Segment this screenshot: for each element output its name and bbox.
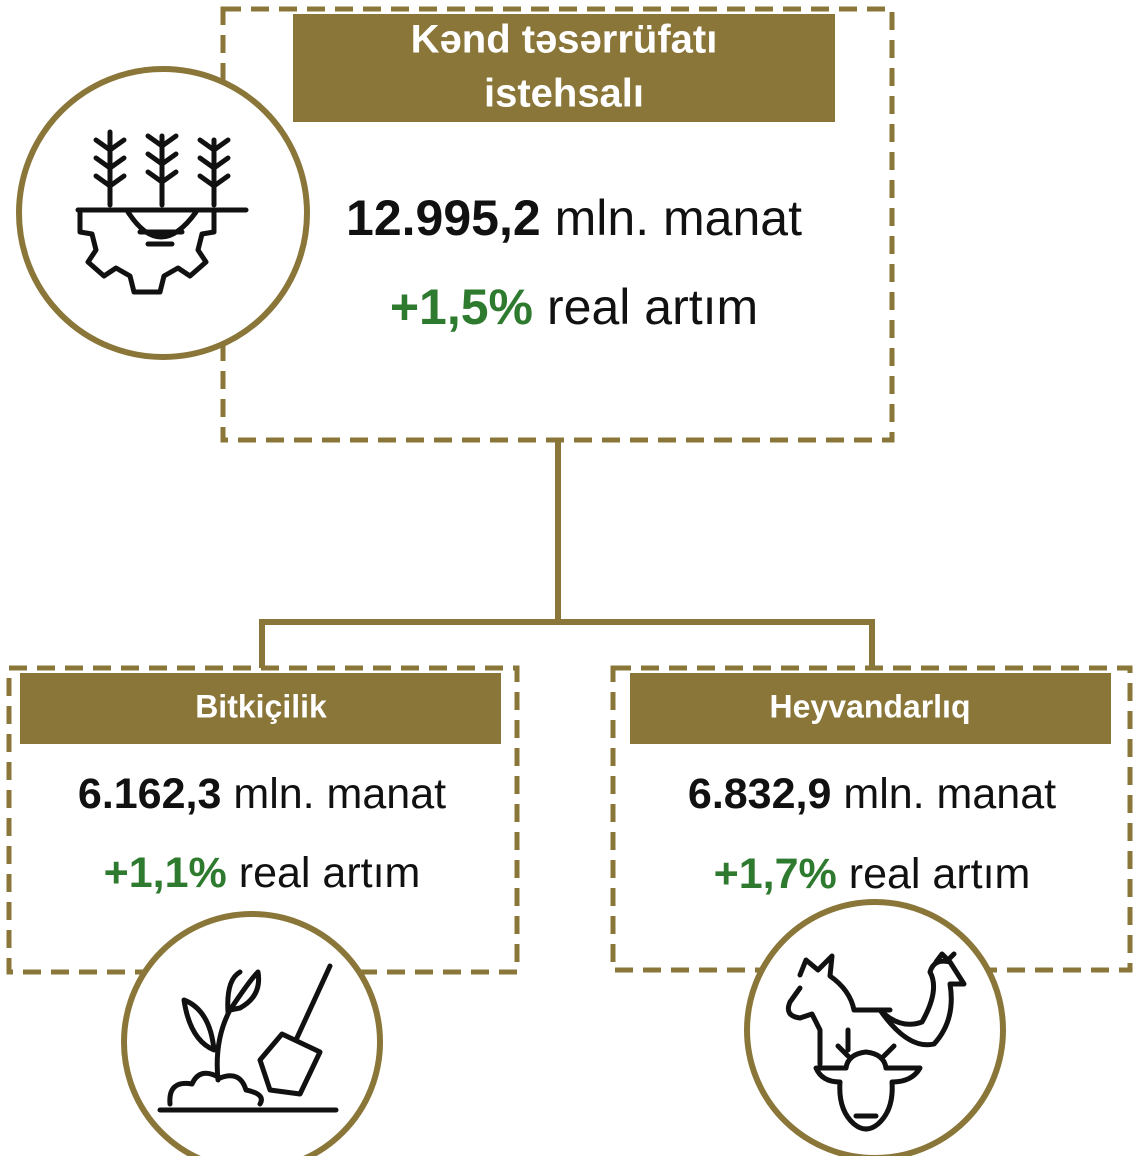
root-title: istehsalı [484,72,644,116]
child-unit: mln. manat [233,770,446,818]
child-value: 6.832,9 [688,770,831,818]
child-title: Heyvandarlıq [770,688,971,724]
child-growth-label: real artım [849,850,1031,898]
child-value-line: 6.832,9 mln. manat [688,770,1056,818]
child-header [630,673,1111,744]
child-title: Bitkiçilik [195,688,327,724]
child-growth: +1,1% [104,849,227,897]
child-growth-line: +1,1% real artım [104,849,421,897]
root-value-line: 12.995,2 mln. manat [346,190,802,246]
root-title: Kənd təsərrüfatı [411,18,718,62]
root-icon-circle [16,66,310,360]
root-unit: mln. manat [555,190,802,246]
animals-icon [785,951,967,1132]
child-growth-line: +1,7% real artım [714,850,1031,898]
agri-icon [75,129,249,295]
plant-shovel-icon [157,963,339,1113]
root-growth-line: +1,5% real artım [390,279,758,335]
root-growth-label: real artım [547,279,758,335]
root-value: 12.995,2 [346,190,541,246]
root-growth: +1,5% [390,279,533,335]
child-growth: +1,7% [714,850,837,898]
connector [259,440,875,668]
child-growth-label: real artım [239,849,421,897]
child-value-line: 6.162,3 mln. manat [78,770,446,818]
child-icon-circle [121,911,383,1156]
root-header [293,14,835,122]
child-header [20,673,501,744]
child-unit: mln. manat [843,770,1056,818]
child-value: 6.162,3 [78,770,221,818]
